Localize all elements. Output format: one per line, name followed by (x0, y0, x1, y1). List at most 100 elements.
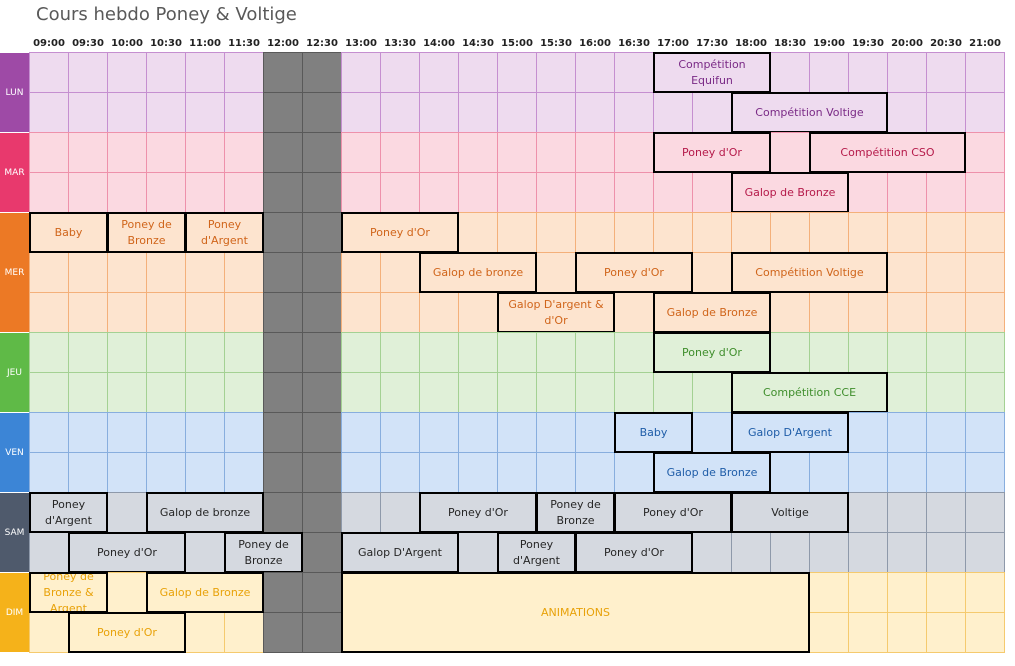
grid-cell[interactable] (887, 52, 927, 93)
grid-cell[interactable] (458, 212, 498, 253)
grid-cell[interactable] (926, 532, 966, 573)
grid-cell[interactable] (926, 332, 966, 373)
grid-cell[interactable] (575, 412, 615, 453)
grid-cell[interactable] (29, 532, 69, 573)
grid-cell[interactable] (68, 332, 108, 373)
grid-cell[interactable] (185, 612, 225, 653)
grid-cell[interactable] (575, 212, 615, 253)
grid-cell[interactable] (29, 252, 69, 293)
grid-cell[interactable] (185, 132, 225, 173)
grid-cell[interactable] (848, 292, 888, 333)
grid-cell[interactable] (848, 572, 888, 613)
grid-cell[interactable] (965, 452, 1005, 493)
class-block[interactable]: Poney d'Or (419, 492, 537, 533)
grid-cell[interactable] (29, 292, 69, 333)
grid-cell[interactable] (419, 332, 459, 373)
grid-cell[interactable] (926, 612, 966, 653)
grid-cell[interactable] (536, 52, 576, 93)
grid-cell[interactable] (224, 372, 264, 413)
grid-cell[interactable] (68, 452, 108, 493)
grid-cell[interactable] (185, 92, 225, 133)
grid-cell[interactable] (107, 492, 147, 533)
grid-cell[interactable] (497, 332, 537, 373)
grid-cell[interactable] (653, 372, 693, 413)
class-block[interactable]: Poney d'Or (575, 252, 693, 293)
grid-cell[interactable] (809, 52, 849, 93)
grid-cell[interactable] (380, 412, 420, 453)
grid-cell[interactable] (497, 212, 537, 253)
grid-cell[interactable] (536, 332, 576, 373)
class-block[interactable]: Poney d'Argent (29, 492, 108, 533)
grid-cell[interactable] (809, 532, 849, 573)
grid-cell[interactable] (341, 412, 381, 453)
grid-cell[interactable] (419, 452, 459, 493)
grid-cell[interactable] (302, 452, 342, 493)
class-block[interactable]: Poney de Bronze (536, 492, 615, 533)
grid-cell[interactable] (302, 92, 342, 133)
grid-cell[interactable] (224, 132, 264, 173)
grid-cell[interactable] (926, 412, 966, 453)
grid-cell[interactable] (146, 292, 186, 333)
grid-cell[interactable] (536, 172, 576, 213)
grid-cell[interactable] (107, 252, 147, 293)
grid-cell[interactable] (68, 132, 108, 173)
grid-cell[interactable] (965, 52, 1005, 93)
grid-cell[interactable] (458, 332, 498, 373)
grid-cell[interactable] (614, 52, 654, 93)
grid-cell[interactable] (146, 372, 186, 413)
grid-cell[interactable] (380, 252, 420, 293)
grid-cell[interactable] (341, 92, 381, 133)
grid-cell[interactable] (653, 212, 693, 253)
grid-cell[interactable] (185, 452, 225, 493)
class-block[interactable]: Poney d'Or (68, 612, 186, 653)
grid-cell[interactable] (263, 212, 303, 253)
grid-cell[interactable] (302, 332, 342, 373)
class-block[interactable]: Galop D'Argent (731, 412, 849, 453)
grid-cell[interactable] (29, 332, 69, 373)
grid-cell[interactable] (419, 52, 459, 93)
grid-cell[interactable] (302, 612, 342, 653)
class-block[interactable]: Galop D'Argent (341, 532, 459, 573)
grid-cell[interactable] (107, 572, 147, 613)
grid-cell[interactable] (614, 452, 654, 493)
grid-cell[interactable] (107, 132, 147, 173)
class-block[interactable]: Poney de Bronze & Argent (29, 572, 108, 613)
grid-cell[interactable] (887, 92, 927, 133)
grid-cell[interactable] (302, 372, 342, 413)
grid-cell[interactable] (263, 612, 303, 653)
class-block[interactable]: Poney de Bronze (107, 212, 186, 253)
grid-cell[interactable] (341, 332, 381, 373)
grid-cell[interactable] (302, 52, 342, 93)
grid-cell[interactable] (848, 172, 888, 213)
grid-cell[interactable] (965, 92, 1005, 133)
grid-cell[interactable] (29, 612, 69, 653)
class-block[interactable]: Compétition Equifun (653, 52, 771, 93)
grid-cell[interactable] (146, 52, 186, 93)
grid-cell[interactable] (380, 452, 420, 493)
grid-cell[interactable] (692, 372, 732, 413)
grid-cell[interactable] (263, 252, 303, 293)
grid-cell[interactable] (653, 92, 693, 133)
grid-cell[interactable] (419, 132, 459, 173)
grid-cell[interactable] (224, 612, 264, 653)
grid-cell[interactable] (770, 532, 810, 573)
grid-cell[interactable] (965, 372, 1005, 413)
grid-cell[interactable] (731, 532, 771, 573)
grid-cell[interactable] (536, 132, 576, 173)
grid-cell[interactable] (575, 372, 615, 413)
grid-cell[interactable] (419, 292, 459, 333)
grid-cell[interactable] (146, 252, 186, 293)
grid-cell[interactable] (614, 172, 654, 213)
grid-cell[interactable] (263, 572, 303, 613)
grid-cell[interactable] (887, 452, 927, 493)
grid-cell[interactable] (380, 172, 420, 213)
grid-cell[interactable] (380, 92, 420, 133)
grid-cell[interactable] (419, 372, 459, 413)
class-block[interactable]: Poney d'Or (341, 212, 459, 253)
grid-cell[interactable] (965, 172, 1005, 213)
grid-cell[interactable] (887, 412, 927, 453)
grid-cell[interactable] (692, 92, 732, 133)
grid-cell[interactable] (536, 412, 576, 453)
grid-cell[interactable] (107, 92, 147, 133)
grid-cell[interactable] (614, 332, 654, 373)
